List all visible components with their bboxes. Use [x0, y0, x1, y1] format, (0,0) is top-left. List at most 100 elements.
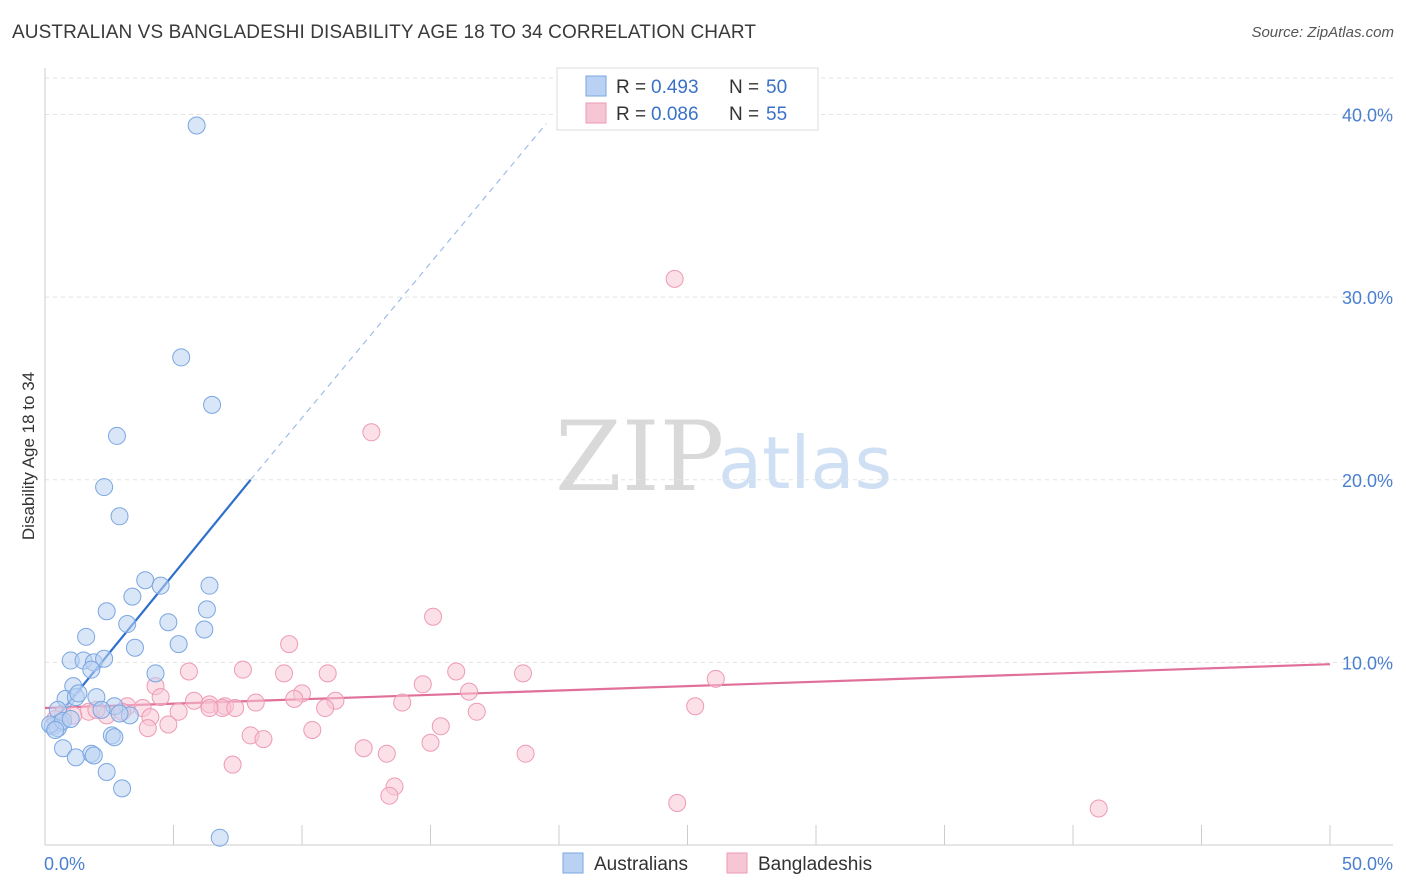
- series-swatch-bangladeshis: [726, 852, 748, 874]
- point-bangladeshis-46: [377, 744, 396, 763]
- point-australians-44: [97, 762, 116, 781]
- y-tick-label-40: 40.0%: [1342, 106, 1393, 126]
- point-bangladeshis-48: [516, 744, 535, 763]
- point-bangladeshis-6: [318, 664, 337, 683]
- point-bangladeshis-5: [275, 664, 294, 683]
- point-bangladeshis-40: [467, 702, 486, 721]
- point-australians-39: [105, 728, 124, 747]
- series-swatch-australians: [562, 852, 584, 874]
- point-bangladeshis-8: [514, 664, 533, 683]
- y-tick-label-20: 20.0%: [1342, 471, 1393, 491]
- point-australians-12: [118, 615, 137, 634]
- point-bangladeshis-28: [393, 693, 412, 712]
- point-bangladeshis-10: [706, 669, 725, 688]
- point-australians-40: [53, 739, 72, 758]
- legend-r-value-bangladeshis: 0.086: [651, 104, 699, 125]
- point-bangladeshis-3: [280, 635, 299, 654]
- gridlines: [45, 77, 1393, 663]
- point-bangladeshis-44: [254, 730, 273, 749]
- point-australians-46: [210, 828, 229, 847]
- point-australians-2: [203, 395, 222, 414]
- point-bangladeshis-47: [421, 733, 440, 752]
- point-bangladeshis-4: [233, 660, 252, 679]
- point-bangladeshis-29: [686, 697, 705, 716]
- point-australians-11: [197, 600, 216, 619]
- x-tick-label-min: 0.0%: [44, 854, 85, 874]
- point-australians-47: [46, 720, 65, 739]
- chart-title: AUSTRALIAN VS BANGLADESHI DISABILITY AGE…: [12, 22, 757, 43]
- trend-line-australians-extrapolated: [250, 123, 547, 481]
- legend-n-value-bangladeshis: 55: [766, 104, 787, 125]
- x-tick-label-max: 50.0%: [1342, 854, 1393, 874]
- data-points: [41, 116, 1108, 847]
- point-bangladeshis-39: [303, 720, 322, 739]
- point-bangladeshis-11: [413, 675, 432, 694]
- point-bangladeshis-14: [460, 682, 479, 701]
- point-australians-5: [110, 507, 129, 526]
- point-australians-23: [146, 664, 165, 683]
- point-australians-13: [159, 613, 178, 632]
- point-bangladeshis-24: [169, 702, 188, 721]
- legend-r-label-bangladeshis: R =: [616, 104, 646, 125]
- legend-n-value-australians: 50: [766, 77, 787, 98]
- legend-n-label-australians: N =: [729, 77, 759, 98]
- watermark-zip: ZIP: [555, 401, 724, 513]
- point-bangladeshis-15: [151, 688, 170, 707]
- point-australians-42: [84, 746, 103, 765]
- axes: [44, 68, 1393, 846]
- point-australians-31: [92, 700, 111, 719]
- point-australians-45: [113, 779, 132, 798]
- point-australians-22: [82, 660, 101, 679]
- point-australians-9: [123, 587, 142, 606]
- y-tick-label-10: 10.0%: [1342, 653, 1393, 673]
- point-australians-3: [107, 426, 126, 445]
- point-australians-10: [97, 602, 116, 621]
- point-australians-43: [66, 748, 85, 767]
- point-bangladeshis-26: [226, 699, 245, 718]
- point-australians-8: [200, 576, 219, 595]
- correlation-legend: R = 0.493 N = 50 R = 0.086 N = 55: [556, 67, 819, 131]
- point-australians-6: [136, 571, 155, 590]
- point-bangladeshis-49: [223, 755, 242, 774]
- point-bangladeshis-20: [285, 689, 304, 708]
- point-bangladeshis-42: [138, 719, 157, 738]
- point-bangladeshis-7: [447, 662, 466, 681]
- point-australians-1: [172, 348, 191, 367]
- point-bangladeshis-2: [424, 607, 443, 626]
- y-tick-label-30: 30.0%: [1342, 288, 1393, 308]
- y-tick-labels: 10.0% 20.0% 30.0% 40.0%: [1342, 106, 1393, 674]
- point-australians-28: [69, 684, 88, 703]
- point-bangladeshis-54: [200, 699, 219, 718]
- point-australians-17: [125, 638, 144, 657]
- legend-swatch-australians: [585, 75, 607, 97]
- legend-r-value-australians: 0.493: [651, 77, 699, 98]
- point-australians-15: [77, 627, 96, 646]
- point-bangladeshis-53: [1089, 799, 1108, 818]
- point-bangladeshis-51: [380, 786, 399, 805]
- series-label-bangladeshis: Bangladeshis: [758, 854, 872, 875]
- watermark-atlas: atlas: [718, 421, 892, 505]
- point-bangladeshis-16: [185, 691, 204, 710]
- point-bangladeshis-9: [179, 662, 198, 681]
- legend-r-label-australians: R =: [616, 77, 646, 98]
- point-australians-7: [151, 576, 170, 595]
- point-bangladeshis-45: [354, 739, 373, 758]
- legend-swatch-bangladeshis: [585, 102, 607, 124]
- point-australians-16: [169, 635, 188, 654]
- point-bangladeshis-41: [431, 717, 450, 736]
- legend-n-label-bangladeshis: N =: [729, 104, 759, 125]
- point-bangladeshis-52: [668, 793, 687, 812]
- point-bangladeshis-1: [362, 423, 381, 442]
- series-label-australians: Australians: [594, 854, 688, 875]
- y-axis-title: Disability Age 18 to 34: [19, 372, 38, 540]
- point-australians-49: [110, 704, 129, 723]
- point-bangladeshis-0: [665, 269, 684, 288]
- point-australians-48: [61, 709, 80, 728]
- point-australians-0: [187, 116, 206, 135]
- source-credit: Source: ZipAtlas.com: [1251, 24, 1394, 41]
- point-australians-4: [95, 478, 114, 497]
- point-bangladeshis-27: [316, 699, 335, 718]
- point-bangladeshis-19: [246, 693, 265, 712]
- point-australians-21: [95, 649, 114, 668]
